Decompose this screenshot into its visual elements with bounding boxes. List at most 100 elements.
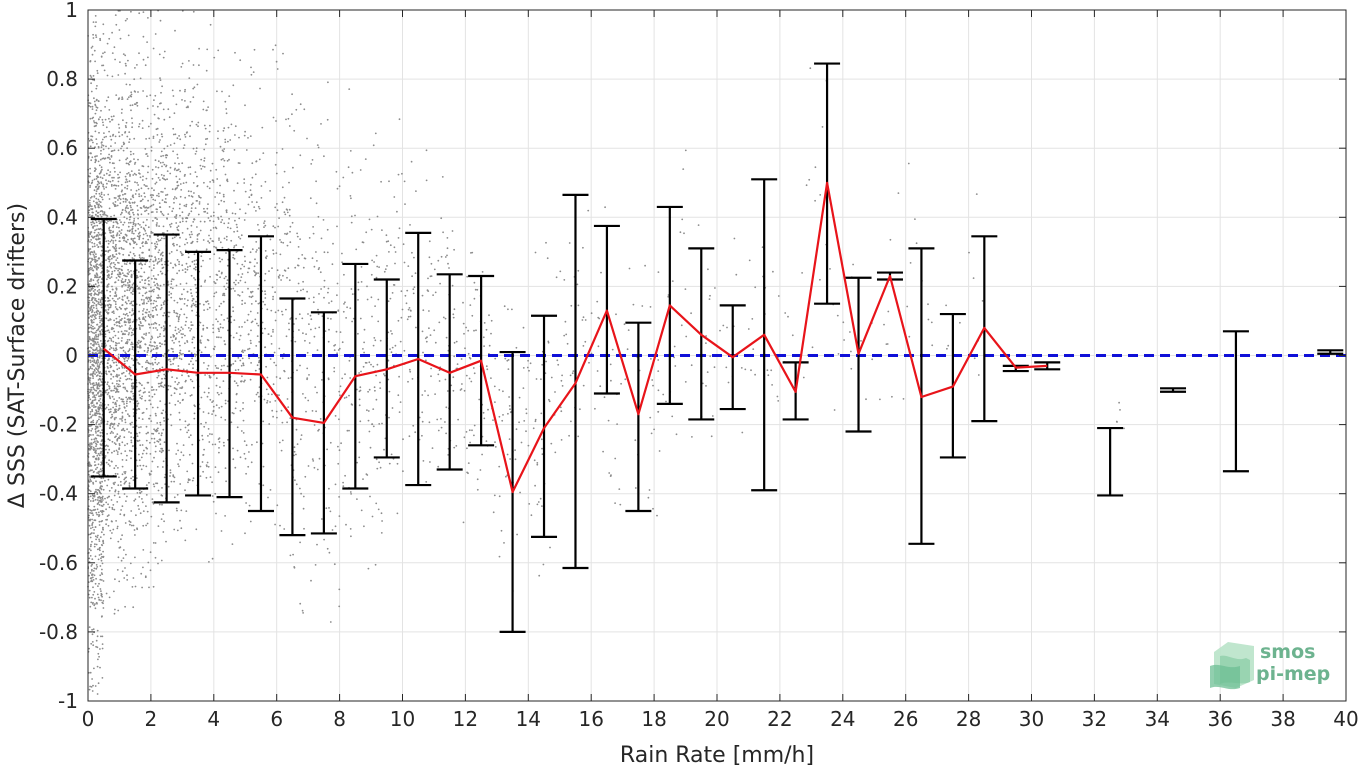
scatter-point bbox=[255, 345, 258, 347]
scatter-point bbox=[286, 209, 289, 211]
scatter-point bbox=[91, 523, 94, 525]
scatter-point bbox=[224, 138, 227, 141]
scatter-point bbox=[144, 224, 147, 227]
scatter-point bbox=[237, 273, 240, 276]
scatter-point bbox=[167, 485, 170, 488]
scatter-point bbox=[139, 344, 141, 347]
scatter-point bbox=[119, 37, 122, 40]
scatter-point bbox=[188, 194, 191, 197]
scatter-point bbox=[126, 217, 128, 220]
scatter-point bbox=[180, 333, 183, 335]
scatter-point bbox=[227, 140, 229, 143]
scatter-point bbox=[176, 157, 179, 159]
scatter-point bbox=[112, 221, 115, 224]
scatter-point bbox=[179, 349, 182, 352]
scatter-point bbox=[159, 161, 162, 164]
scatter-point bbox=[295, 108, 298, 111]
scatter-point bbox=[169, 471, 172, 474]
scatter-point bbox=[344, 373, 346, 376]
scatter-point bbox=[280, 241, 283, 244]
scatter-point bbox=[269, 358, 272, 360]
scatter-point bbox=[267, 393, 270, 395]
scatter-point bbox=[184, 100, 186, 102]
scatter-point bbox=[258, 361, 260, 364]
scatter-point bbox=[174, 187, 177, 190]
scatter-point bbox=[100, 384, 102, 386]
scatter-point bbox=[97, 298, 100, 301]
scatter-point bbox=[176, 187, 179, 189]
scatter-point bbox=[135, 243, 138, 246]
scatter-point bbox=[99, 470, 101, 473]
scatter-point bbox=[129, 251, 132, 254]
scatter-point bbox=[159, 206, 161, 209]
scatter-point bbox=[95, 383, 98, 386]
scatter-point bbox=[162, 301, 165, 304]
scatter-point bbox=[125, 206, 128, 209]
scatter-point bbox=[151, 211, 154, 213]
scatter-point bbox=[338, 605, 341, 608]
scatter-point bbox=[107, 524, 110, 527]
scatter-point bbox=[135, 514, 137, 517]
scatter-point bbox=[151, 345, 154, 347]
scatter-point bbox=[274, 400, 277, 402]
scatter-point bbox=[184, 133, 186, 136]
scatter-point bbox=[132, 196, 135, 199]
scatter-point bbox=[253, 206, 256, 209]
scatter-point bbox=[98, 131, 100, 134]
scatter-point bbox=[167, 283, 170, 286]
scatter-point bbox=[303, 108, 306, 111]
scatter-point bbox=[206, 212, 209, 215]
scatter-point bbox=[97, 534, 99, 537]
scatter-point bbox=[100, 360, 103, 363]
scatter-point bbox=[130, 270, 132, 272]
scatter-point bbox=[141, 444, 144, 446]
scatter-point bbox=[235, 332, 238, 334]
scatter-point bbox=[150, 338, 152, 341]
scatter-point bbox=[121, 337, 123, 339]
scatter-point bbox=[105, 317, 108, 320]
scatter-point bbox=[96, 602, 98, 605]
scatter-point bbox=[188, 233, 191, 236]
scatter-point bbox=[96, 447, 99, 450]
scatter-point bbox=[100, 592, 103, 595]
scatter-point bbox=[316, 391, 318, 394]
scatter-point bbox=[316, 260, 318, 262]
scatter-point bbox=[149, 205, 152, 208]
scatter-point bbox=[131, 286, 134, 289]
scatter-point bbox=[94, 448, 96, 450]
scatter-point bbox=[123, 239, 125, 242]
scatter-point bbox=[98, 582, 100, 585]
scatter-point bbox=[241, 303, 244, 305]
scatter-point bbox=[106, 74, 109, 77]
scatter-point bbox=[141, 279, 144, 281]
scatter-point bbox=[176, 249, 178, 252]
scatter-point bbox=[287, 406, 290, 408]
scatter-point bbox=[91, 351, 94, 354]
scatter-point bbox=[293, 566, 296, 569]
scatter-point bbox=[222, 441, 225, 444]
scatter-point bbox=[118, 230, 121, 233]
scatter-point bbox=[89, 381, 91, 384]
scatter-point bbox=[279, 377, 281, 380]
scatter-point bbox=[95, 213, 97, 216]
scatter-point bbox=[177, 365, 180, 367]
scatter-point bbox=[250, 291, 252, 293]
scatter-point bbox=[91, 53, 94, 56]
scatter-point bbox=[317, 146, 320, 149]
scatter-point bbox=[109, 294, 112, 297]
scatter-point bbox=[137, 222, 140, 225]
scatter-point bbox=[230, 288, 233, 290]
scatter-point bbox=[153, 264, 155, 266]
scatter-point bbox=[95, 421, 98, 424]
scatter-point bbox=[136, 64, 138, 66]
scatter-point bbox=[95, 190, 98, 193]
scatter-point bbox=[321, 379, 323, 381]
scatter-point bbox=[92, 314, 95, 317]
scatter-point bbox=[173, 196, 176, 198]
scatter-point bbox=[187, 481, 189, 484]
scatter-point bbox=[302, 495, 305, 498]
scatter-point bbox=[121, 134, 124, 136]
scatter-point bbox=[98, 284, 100, 287]
scatter-point bbox=[91, 344, 94, 346]
scatter-point bbox=[180, 189, 183, 191]
